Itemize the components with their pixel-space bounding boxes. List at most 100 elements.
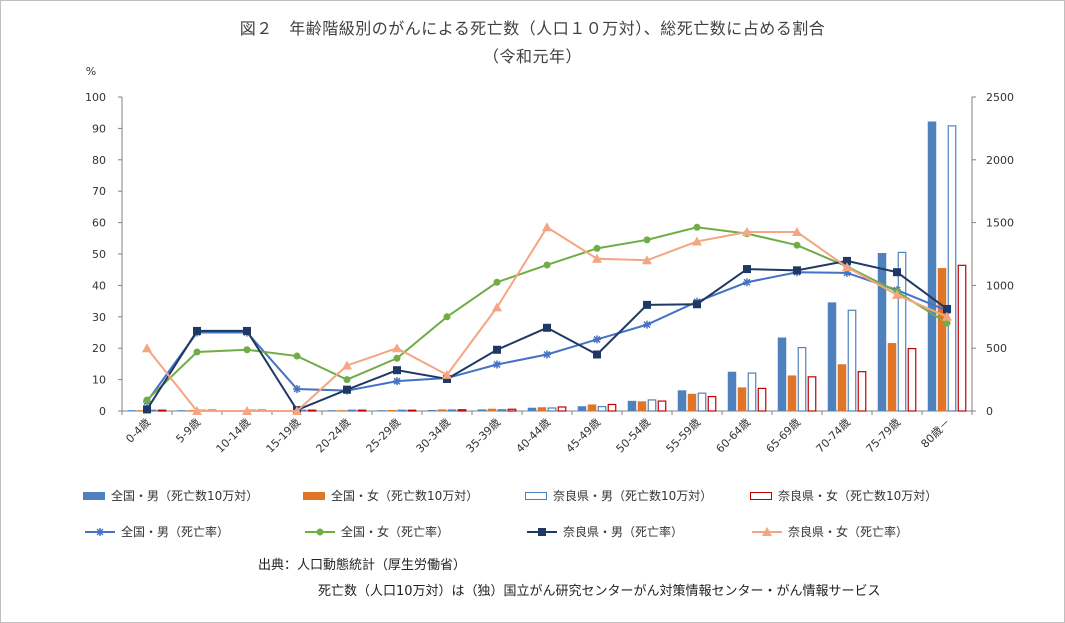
- legend-swatch: [83, 492, 105, 500]
- x-tick-label: 30-34歳: [414, 416, 454, 456]
- bar: [848, 310, 856, 411]
- line-point: [493, 361, 501, 369]
- legend-item: 奈良県・女（死亡数10万対）: [750, 487, 937, 504]
- line-point: [96, 528, 104, 536]
- left-tick-label: 60: [92, 217, 106, 230]
- line-point: [893, 268, 901, 276]
- right-tick-label: 1000: [986, 279, 1014, 292]
- bar: [708, 397, 716, 411]
- legend-label: 全国・男（死亡率）: [121, 523, 229, 540]
- right-tick-label: 0: [986, 405, 993, 418]
- legend-item: 奈良県・男（死亡数10万対）: [525, 487, 712, 504]
- bar: [738, 387, 747, 411]
- line-point: [393, 366, 401, 374]
- left-tick-label: 20: [92, 342, 106, 355]
- line-point: [243, 327, 251, 335]
- x-tick-label: 25-29歳: [364, 416, 404, 456]
- left-tick-label: 50: [92, 248, 106, 261]
- line-point: [743, 278, 751, 286]
- bar: [578, 406, 587, 411]
- x-tick-label: 55-59歳: [664, 416, 704, 456]
- legend-item: 奈良県・女（死亡率）: [750, 523, 908, 540]
- right-tick-label: 2500: [986, 91, 1014, 104]
- bar: [358, 410, 366, 411]
- bar: [778, 338, 787, 411]
- line-point: [493, 346, 501, 354]
- bar: [728, 372, 737, 411]
- series-line: [147, 272, 947, 401]
- source-line-2: 死亡数（人口10万対）は（独）国立がん研究センターがん対策情報センター・がん情報…: [318, 580, 881, 599]
- series-line: [147, 261, 947, 410]
- x-tick-label: 5-9歳: [173, 416, 203, 446]
- line-point: [543, 324, 551, 332]
- bar: [648, 400, 656, 411]
- legend-label: 奈良県・女（死亡率）: [788, 523, 908, 540]
- line-point: [244, 346, 251, 353]
- legend-swatch: [303, 492, 325, 500]
- bar: [428, 410, 437, 411]
- x-tick-label: 75-79歳: [864, 416, 904, 456]
- bar: [448, 410, 456, 411]
- line-point: [293, 385, 301, 393]
- series-line: [147, 227, 947, 411]
- x-tick-label: 15-19歳: [264, 416, 304, 456]
- bar: [328, 410, 337, 411]
- bar: [748, 373, 756, 411]
- line-point: [693, 300, 701, 308]
- legend-swatch: [750, 526, 784, 538]
- bar: [658, 401, 666, 411]
- legend-swatch: [303, 526, 337, 538]
- bar: [338, 410, 347, 411]
- legend-item: 奈良県・男（死亡率）: [525, 523, 683, 540]
- left-tick-label: 40: [92, 279, 106, 292]
- bar: [908, 349, 916, 411]
- bar: [548, 408, 556, 411]
- legend-label: 全国・男（死亡数10万対）: [111, 487, 258, 504]
- legend-label: 全国・女（死亡率）: [341, 523, 449, 540]
- x-tick-label: 40-44歳: [514, 416, 554, 456]
- line-point: [794, 242, 801, 249]
- x-tick-label: 80歳－: [918, 416, 953, 451]
- left-tick-label: 80: [92, 154, 106, 167]
- left-axis-unit: %: [86, 65, 96, 78]
- line-point: [393, 377, 401, 385]
- bar: [128, 410, 137, 411]
- left-tick-label: 70: [92, 185, 106, 198]
- x-tick-label: 45-49歳: [564, 416, 604, 456]
- bar: [538, 407, 547, 411]
- line-point: [142, 343, 152, 352]
- x-tick-label: 50-54歳: [614, 416, 654, 456]
- line-point: [343, 386, 351, 394]
- left-tick-label: 30: [92, 311, 106, 324]
- bar: [398, 410, 406, 411]
- legend-label: 奈良県・男（死亡率）: [563, 523, 683, 540]
- legend-swatch: [750, 492, 772, 500]
- bar: [628, 401, 637, 411]
- line-point: [317, 528, 324, 535]
- line-point: [394, 355, 401, 362]
- bar: [488, 409, 497, 411]
- bar: [858, 372, 866, 411]
- line-point: [694, 224, 701, 231]
- legend-label: 奈良県・男（死亡数10万対）: [553, 487, 712, 504]
- line-point: [544, 261, 551, 268]
- bar: [958, 265, 966, 411]
- legend-label: 全国・女（死亡数10万対）: [331, 487, 478, 504]
- line-point: [143, 405, 151, 413]
- bar: [828, 302, 837, 411]
- right-tick-label: 2000: [986, 154, 1014, 167]
- bar: [478, 409, 487, 411]
- bar: [928, 121, 937, 411]
- x-tick-label: 0-4歳: [123, 416, 153, 446]
- left-tick-label: 10: [92, 374, 106, 387]
- line-point: [543, 350, 551, 358]
- left-tick-label: 90: [92, 122, 106, 135]
- bar: [558, 407, 566, 411]
- line-point: [444, 313, 451, 320]
- bar: [588, 404, 597, 411]
- legend-item: 全国・女（死亡率）: [303, 523, 449, 540]
- x-tick-label: 10-14歳: [214, 416, 254, 456]
- bar: [698, 393, 706, 411]
- bar: [938, 268, 947, 411]
- legend-label: 奈良県・女（死亡数10万対）: [778, 487, 937, 504]
